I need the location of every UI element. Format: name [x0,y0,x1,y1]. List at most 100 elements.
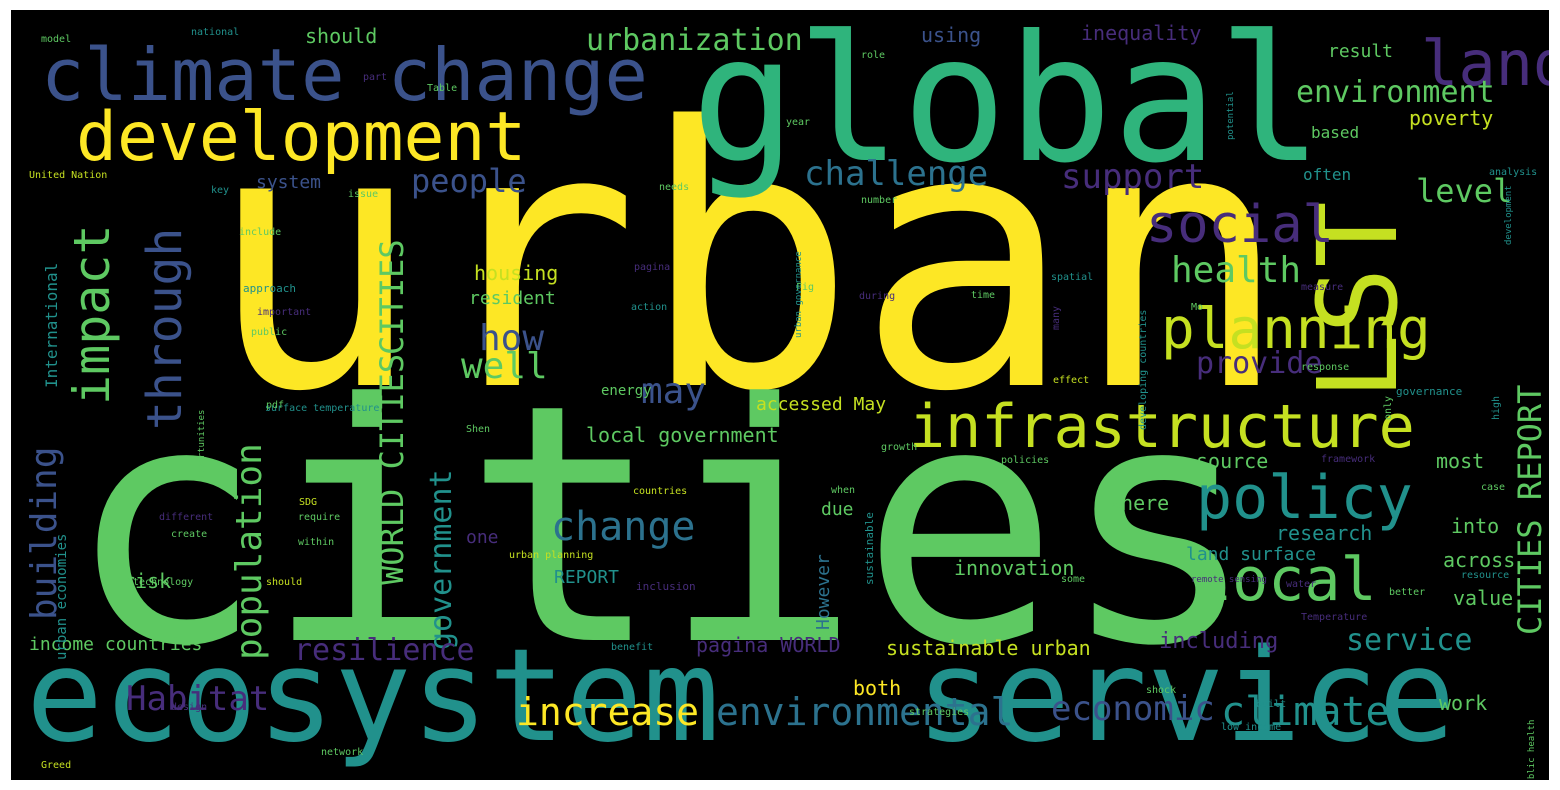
cloud-word: development [76,98,526,177]
cloud-word: year [786,117,810,128]
cloud-word: benefit [611,642,653,653]
cloud-word: climate change [41,33,648,117]
cloud-word: environment [1296,75,1495,110]
cloud-word: urban [206,51,1290,470]
cloud-word: CITIES [373,239,411,355]
cloud-word: global [691,10,1323,202]
cloud-word: service [916,622,1455,771]
cloud-word: developing countries [1138,310,1149,430]
cloud-word: Greed [41,760,71,771]
cloud-word: work [1439,691,1487,715]
cloud-word: effect [1053,375,1089,386]
cloud-word: public [251,327,287,338]
cloud-word: CITIES REPORT [1511,385,1549,635]
cloud-word: challenge [804,154,988,194]
cloud-word: some [1061,574,1085,585]
cloud-word: International [42,263,61,388]
cloud-word: should [266,577,302,588]
cloud-word: Fig [796,282,814,293]
cloud-word: public health [1527,720,1537,780]
cloud-word: both [853,676,901,700]
cloud-word: ecosystem [26,622,720,771]
cloud-word: across [1443,548,1515,572]
cloud-word: surface temperature [265,403,379,414]
cloud-word: role [861,50,885,61]
cloud-word: may [641,371,706,412]
cloud-word: income countries [29,634,202,655]
cloud-word: local government [586,423,779,447]
cloud-word: local [1196,545,1377,615]
cloud-word: due [821,499,854,520]
cloud-word: action [631,302,667,313]
cloud-word: well [461,346,548,387]
cloud-word: countries [633,486,687,497]
cloud-word: resource [1461,570,1509,581]
cloud-word: environmental [716,690,1013,734]
cloud-word: framework [1321,454,1375,465]
cloud-word: many [1051,306,1062,330]
cloud-word: REPORT [554,567,619,588]
cloud-word: housing [474,261,558,285]
cloud-word: pdf [266,400,284,411]
cloud-word: growth [881,442,917,453]
cloud-word: within [298,537,334,548]
cloud-word: opportunities [197,410,207,480]
cloud-word: system [256,172,321,193]
cloud-word: only [1383,396,1394,420]
cloud-word: number [861,195,897,206]
cloud-word: cities [66,334,1258,718]
cloud-word: policy [1196,463,1413,533]
cloud-word: pagina [634,262,670,273]
cloud-word: Mo [1191,302,1203,313]
cloud-word: innovation [954,556,1074,580]
cloud-word: create [171,529,207,540]
cloud-word: sustainable [863,512,876,585]
cloud-word: urban planning [509,550,593,561]
cloud-word: energy [601,383,652,399]
cloud-word: government [424,469,459,650]
cloud-word: including [1159,629,1278,654]
cloud-word: poverty [1409,106,1493,130]
cloud-word: provide [1196,346,1322,381]
cloud-word: building [24,447,65,620]
cloud-word: value [1453,586,1513,610]
cloud-word: change [551,504,696,550]
cloud-word: network [321,747,363,758]
cloud-word: different [159,512,213,523]
cloud-word: using [921,23,981,47]
cloud-word: urban governance [794,251,804,338]
cloud-word: level [1416,172,1512,210]
word-cloud-background [11,10,1549,780]
cloud-word: often [1303,165,1351,184]
cloud-word: increase [516,690,699,734]
cloud-word: support [1061,157,1204,197]
cloud-word: during [859,291,895,302]
word-cloud: urban cities global ecosystem service climate… [11,10,1549,780]
cloud-word: Shen [466,424,490,435]
cloud-word: population [229,443,270,660]
cloud-word: design [171,702,207,713]
cloud-word: one [466,527,499,548]
cloud-word: development [1504,185,1514,245]
cloud-word: policies [1001,455,1049,466]
cloud-word: high [1491,396,1502,420]
cloud-word: through [137,228,193,430]
cloud-word: remote sensing [1191,575,1267,585]
cloud-word: infrastructure [909,392,1415,462]
cloud-word: part [363,72,387,83]
cloud-word: technology [133,577,193,588]
cloud-word: better [1389,587,1425,598]
cloud-word: LST [1294,201,1422,400]
cloud-word: case [1481,482,1505,493]
cloud-word: climate [1221,689,1390,735]
cloud-word: land [1421,27,1549,100]
cloud-word: low income [1221,722,1281,733]
cloud-word: water [1286,579,1316,590]
cloud-word: land surface [1186,544,1316,565]
cloud-word: national [191,27,239,38]
cloud-word: research [1276,521,1372,545]
cloud-word: Table [427,83,457,94]
cloud-word: inequality [1081,21,1201,45]
cloud-word: analysis [1489,167,1537,178]
cloud-word: require [298,512,340,523]
